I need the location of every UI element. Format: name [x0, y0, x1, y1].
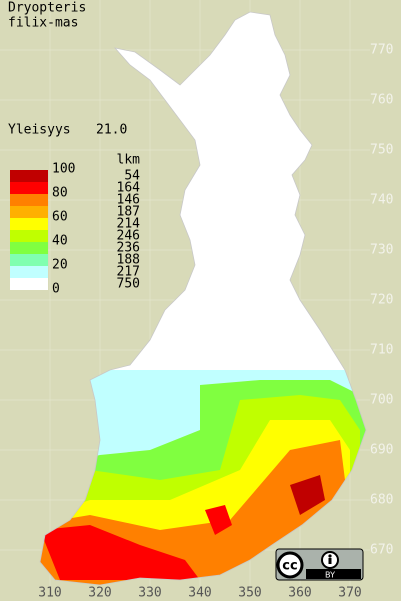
legend-swatch — [10, 194, 48, 206]
border — [39, 11, 367, 586]
legend-scale-label: 20 — [52, 258, 68, 273]
legend-scale-label: 100 — [52, 162, 75, 177]
north-label: 710 — [370, 343, 393, 358]
east-label: 370 — [338, 586, 361, 601]
north-label: 770 — [370, 43, 393, 58]
north-label: 760 — [370, 93, 393, 108]
east-label: 320 — [88, 586, 111, 601]
east-label: 330 — [138, 586, 161, 601]
zone-top — [290, 475, 325, 515]
svg-text:cc: cc — [282, 559, 297, 574]
legend-swatch — [10, 254, 48, 266]
title: filix-mas — [8, 16, 78, 31]
legend-count: 236 — [117, 241, 140, 256]
north-label: 680 — [370, 493, 393, 508]
legend-count: 214 — [117, 217, 141, 232]
east-label: 350 — [238, 586, 261, 601]
index-value: 21.0 — [96, 123, 127, 138]
legend-count: 188 — [117, 253, 140, 268]
legend-swatch — [10, 218, 48, 230]
legend-count: 146 — [117, 193, 140, 208]
legend-count: 164 — [117, 181, 141, 196]
east-label: 360 — [288, 586, 311, 601]
legend-count: 217 — [117, 265, 140, 280]
legend-swatch — [10, 230, 48, 242]
legend-swatch — [10, 278, 48, 290]
legend-swatch — [10, 182, 48, 194]
legend-count: 246 — [117, 229, 140, 244]
legend-swatch — [10, 242, 48, 254]
legend-scale-label: 60 — [52, 210, 68, 225]
license-text: BY — [325, 571, 335, 580]
east-label: 310 — [38, 586, 61, 601]
count-header: lkm — [117, 153, 141, 168]
legend-scale-label: 40 — [52, 234, 68, 249]
legend-swatch — [10, 206, 48, 218]
east-label: 340 — [188, 586, 211, 601]
index-label: Yleisyys — [8, 123, 71, 138]
legend-swatch — [10, 266, 48, 278]
legend-scale-label: 80 — [52, 186, 68, 201]
zone-top — [205, 505, 232, 535]
zone-top — [40, 525, 200, 580]
license-badge: cc BY — [275, 548, 364, 581]
legend-swatch — [10, 170, 48, 182]
legend-count: 187 — [117, 205, 140, 220]
legend-count: 750 — [117, 277, 140, 292]
north-label: 720 — [370, 293, 393, 308]
north-label: 740 — [370, 193, 393, 208]
legend-count: 54 — [124, 169, 140, 184]
legend-scale-label: 0 — [52, 282, 60, 297]
north-label: 690 — [370, 443, 393, 458]
north-label: 670 — [370, 543, 393, 558]
north-label: 750 — [370, 143, 393, 158]
north-label: 700 — [370, 393, 393, 408]
north-label: 730 — [370, 243, 393, 258]
title: Dryopteris — [8, 1, 86, 16]
